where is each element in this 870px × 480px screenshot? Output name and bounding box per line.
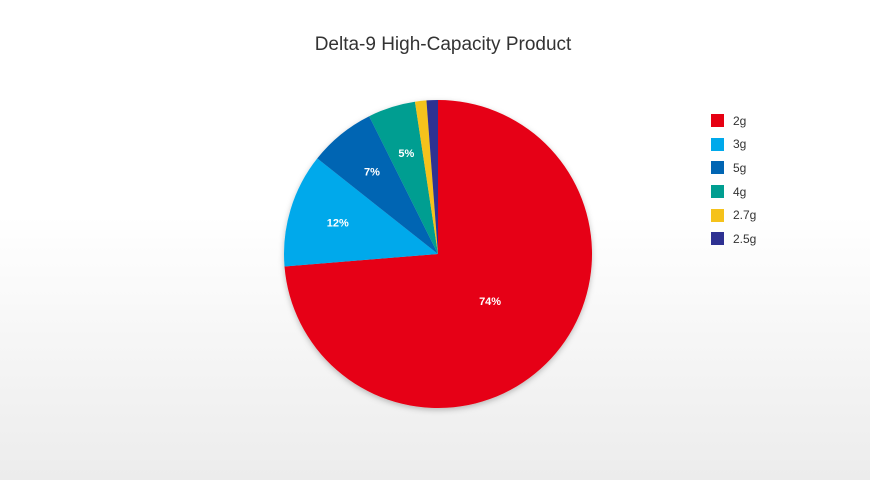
pie-slice-2.5g[interactable] [426, 100, 438, 254]
pie-slice-4g[interactable] [369, 101, 438, 254]
legend-label: 4g [733, 184, 747, 199]
legend-label: 5g [733, 160, 747, 175]
legend-swatch [711, 137, 724, 151]
legend-label: 2g [733, 113, 747, 128]
legend-swatch [711, 185, 724, 199]
slice-label-5g: 7% [364, 167, 380, 179]
legend-label: 3g [733, 137, 747, 152]
pie-slice-2g[interactable] [284, 100, 593, 408]
slice-label-4g: 5% [398, 148, 414, 160]
legend-item-5g[interactable]: 5g [711, 156, 756, 180]
legend-swatch [711, 232, 724, 246]
slice-label-2g: 74% [479, 296, 501, 308]
legend-item-2g[interactable]: 2g [711, 109, 756, 133]
legend-item-3g[interactable]: 3g [711, 133, 756, 157]
legend-item-2.7g[interactable]: 2.7g [711, 203, 756, 227]
pie-slice-5g[interactable] [317, 116, 438, 254]
chart-title: Delta-9 High-Capacity Product [314, 34, 572, 55]
legend-swatch [711, 208, 724, 222]
legend-swatch [711, 161, 724, 175]
pie-slice-3g[interactable] [283, 158, 438, 267]
legend-item-2.5g[interactable]: 2.5g [711, 227, 756, 251]
pie-slice-2.7g[interactable] [414, 100, 438, 254]
slice-label-3g: 12% [327, 218, 349, 230]
legend-item-4g[interactable]: 4g [711, 180, 756, 204]
legend-label: 2.7g [733, 208, 757, 223]
legend-swatch [711, 114, 724, 128]
legend: 2g 3g 5g 4g 2.7g 2.5g [711, 109, 756, 251]
legend-label: 2.5g [733, 231, 757, 246]
